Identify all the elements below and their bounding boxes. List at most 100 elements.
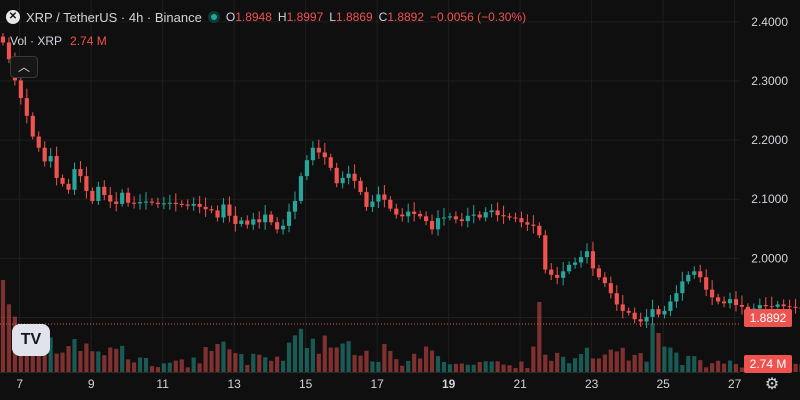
high-label: H — [277, 10, 287, 24]
volume-bar — [710, 363, 715, 372]
candle-body — [757, 305, 762, 309]
volume-bar — [471, 364, 476, 372]
volume-bar — [60, 352, 65, 372]
volume-bar — [227, 349, 232, 372]
volume-label[interactable]: Vol · XRP — [10, 34, 63, 48]
volume-bar — [143, 357, 149, 372]
candle-body — [662, 310, 667, 315]
volume-bar — [376, 361, 381, 372]
candle-body — [710, 289, 715, 298]
ohlc-values: O1.8948 H1.8997 L1.8869 C1.8892 −0.0056 … — [226, 10, 526, 24]
candle-body — [418, 213, 423, 217]
volume-bar — [483, 361, 488, 372]
candle-body — [435, 218, 441, 230]
candle-body — [54, 156, 59, 178]
candle-body — [108, 195, 113, 202]
y-tick-label: 2.1000 — [751, 192, 788, 206]
candle-body — [489, 210, 494, 213]
candle-body — [561, 271, 566, 278]
candle-body — [400, 214, 405, 217]
volume-bar — [650, 323, 655, 372]
candle-body — [316, 147, 321, 153]
candle-body — [394, 208, 399, 215]
candle-body — [30, 115, 35, 137]
volume-bar — [84, 343, 89, 372]
candle-body — [531, 224, 536, 226]
collapse-legend-button[interactable]: ︿ — [10, 56, 38, 78]
tradingview-logo-icon[interactable]: TV — [12, 324, 50, 356]
volume-bar — [24, 349, 29, 372]
candle-body — [739, 305, 745, 307]
gear-icon[interactable]: ⚙ — [764, 376, 780, 393]
volume-bar — [620, 347, 625, 372]
volume-bar — [90, 351, 95, 372]
candle-body — [96, 186, 101, 201]
candle-body — [257, 219, 262, 223]
candle-body — [364, 192, 369, 207]
volume-bar — [388, 350, 393, 372]
candle-body — [572, 262, 578, 265]
volume-bar — [280, 360, 286, 372]
volume-bar — [54, 353, 59, 372]
candle-body — [745, 306, 750, 311]
volume-bar — [716, 360, 721, 372]
candle-body — [131, 202, 137, 204]
volume-bar — [668, 347, 673, 372]
volume-bar — [126, 359, 131, 372]
volume-bar — [614, 351, 619, 372]
candle-body — [60, 177, 65, 184]
volume-bar — [525, 368, 530, 372]
candle-body — [537, 225, 542, 236]
candle-body — [424, 216, 429, 222]
volume-bar — [608, 349, 613, 372]
candle-body — [155, 202, 161, 204]
volume-bar — [447, 364, 453, 372]
change-value: −0.0056 (−0.30%) — [430, 10, 527, 24]
candle-body — [465, 215, 470, 222]
volume-bar — [48, 337, 53, 372]
candle-body — [310, 147, 315, 161]
candle-body — [72, 169, 77, 190]
candle-body — [239, 220, 244, 225]
y-tick-label: 2.4000 — [751, 15, 788, 29]
symbol-legend: ✕ XRP / TetherUS · 4h · Binance O1.8948 … — [6, 8, 526, 26]
volume-bar — [149, 366, 155, 372]
candle-body — [686, 274, 691, 282]
candle-body — [298, 176, 304, 201]
candle-body — [304, 160, 309, 177]
volume-bar — [131, 362, 137, 372]
candle-body — [251, 219, 256, 225]
volume-bar — [269, 360, 274, 372]
volume-bar — [418, 358, 423, 372]
close-label: C — [378, 10, 388, 24]
candle-body — [334, 167, 339, 184]
candle-body — [203, 206, 208, 210]
x-tick-label: 15 — [299, 377, 313, 391]
low-label: L — [329, 10, 336, 24]
volume-bar — [346, 341, 351, 372]
chevron-up-icon: ︿ — [17, 60, 30, 74]
symbol-title[interactable]: XRP / TetherUS · 4h · Binance — [26, 9, 202, 25]
volume-bar — [215, 343, 220, 372]
volume-bar — [30, 344, 35, 372]
candle-body — [555, 274, 560, 278]
volume-bar — [632, 354, 637, 372]
candle-body — [543, 235, 548, 270]
candle-body — [769, 306, 774, 308]
volume-bar — [334, 347, 339, 372]
candle-body — [90, 190, 95, 201]
candle-body — [447, 216, 453, 218]
volume-bar — [6, 304, 12, 372]
candle-body — [549, 269, 554, 275]
xrp-logo-icon: ✕ — [6, 10, 20, 24]
volume-bar — [638, 353, 643, 372]
candle-body — [406, 211, 411, 217]
candle-body — [197, 203, 202, 207]
candle-body — [501, 215, 506, 217]
high-value: 1.8997 — [286, 10, 324, 24]
volume-bar — [370, 361, 375, 372]
candle-body — [507, 216, 512, 218]
candle-body — [459, 219, 464, 222]
